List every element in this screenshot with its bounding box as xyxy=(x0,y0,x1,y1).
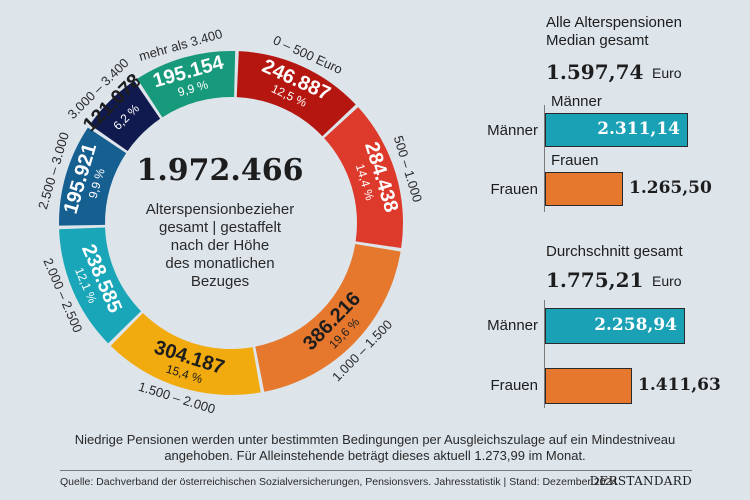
donut-slice xyxy=(89,80,161,151)
median-bar-men xyxy=(545,113,688,147)
footnote: Niedrige Pensionen werden unter bestimmt… xyxy=(0,432,750,464)
average-total: 1.775,21 xyxy=(546,268,644,292)
median-unit: Euro xyxy=(652,65,682,81)
footer-divider xyxy=(60,470,692,471)
median-bar-women xyxy=(545,172,623,206)
median-cat-men: Männer xyxy=(487,122,538,139)
brand-logo: DERSTANDARD xyxy=(589,474,692,488)
average-bar-men xyxy=(545,308,685,344)
average-title: Durchschnitt gesamt xyxy=(546,243,683,260)
footnote-line: Niedrige Pensionen werden unter bestimmt… xyxy=(74,432,676,447)
median-legend-men: Männer xyxy=(551,93,602,110)
average-axis xyxy=(544,300,545,408)
donut-center-text: Alterspensionbezieher gesamt | gestaffel… xyxy=(120,201,320,291)
average-value-men: 2.258,94 xyxy=(594,315,677,335)
average-unit: Euro xyxy=(652,273,682,289)
average-cat-men: Männer xyxy=(487,317,538,334)
median-legend-women: Frauen xyxy=(551,152,599,169)
median-value-women: 1.265,50 xyxy=(629,178,712,198)
center-text-line: Alterspensionbezieher xyxy=(145,201,295,218)
median-title-line: Median gesamt xyxy=(546,32,649,49)
average-bar-women xyxy=(545,368,632,404)
median-axis xyxy=(544,105,545,212)
donut-slice xyxy=(110,313,261,395)
donut-slice xyxy=(255,243,401,392)
median-title: Alle Alterspensionen Median gesamt xyxy=(546,14,746,50)
donut-slice xyxy=(59,127,127,226)
donut-total: 1.972.466 xyxy=(136,153,304,188)
footnote-line: angehoben. Für Alleinstehende beträgt di… xyxy=(164,448,586,463)
median-value-men: 2.311,14 xyxy=(597,119,680,139)
donut-slice xyxy=(324,107,404,249)
center-text-line: des monatlichen xyxy=(165,255,275,272)
average-value-women: 1.411,63 xyxy=(638,375,721,395)
source-note: Quelle: Dachverband der österreichischen… xyxy=(60,476,618,488)
average-cat-women: Frauen xyxy=(490,377,538,394)
center-text-line: Bezuges xyxy=(190,273,250,290)
donut-slice xyxy=(236,51,356,137)
donut-slice xyxy=(137,50,236,118)
donut-slice xyxy=(59,227,142,344)
median-total: 1.597,74 xyxy=(546,60,644,84)
median-title-line: Alle Alterspensionen xyxy=(546,14,682,31)
center-text-line: gesamt | gestaffelt xyxy=(158,219,282,236)
median-cat-women: Frauen xyxy=(490,181,538,198)
center-text-line: nach der Höhe xyxy=(170,237,270,254)
